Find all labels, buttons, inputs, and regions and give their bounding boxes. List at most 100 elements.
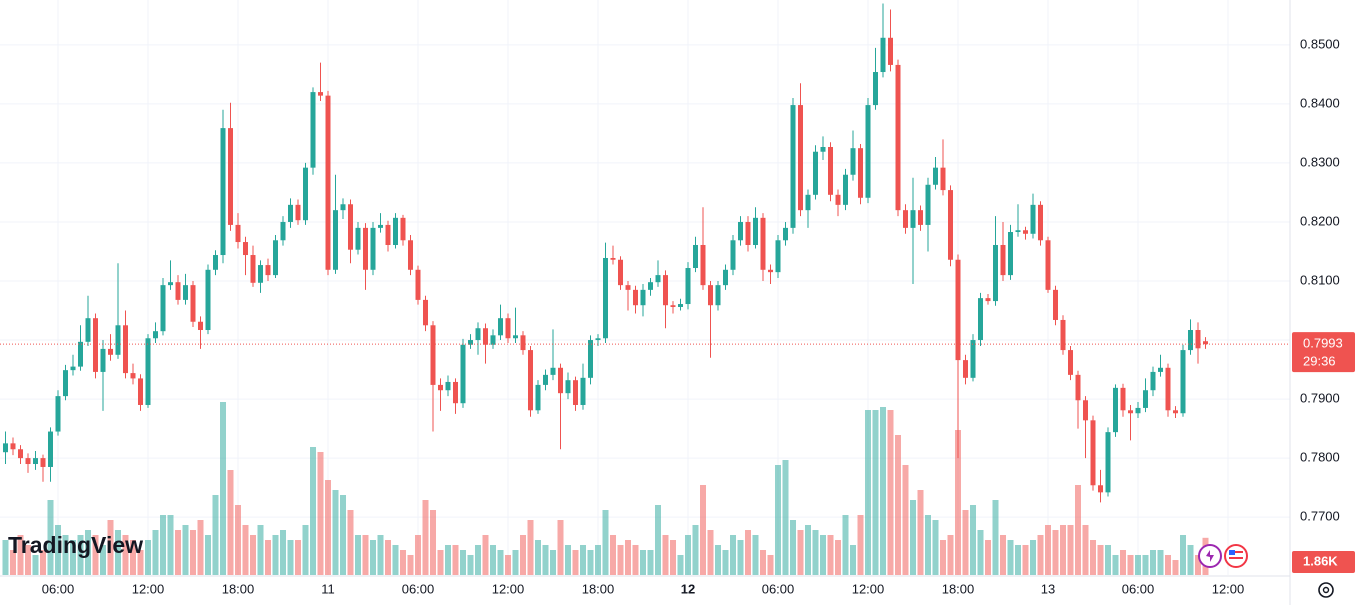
volume-bar: [25, 545, 31, 575]
candle-body: [310, 92, 316, 168]
volume-bar: [325, 480, 331, 575]
settings[interactable]: [1318, 582, 1334, 598]
candle-body: [753, 217, 758, 245]
volume-bar: [77, 535, 84, 575]
volume-bar: [152, 530, 159, 575]
volume-label: 1.86K: [1303, 553, 1338, 568]
candle-body: [610, 257, 616, 260]
candle-body: [85, 318, 91, 342]
volume-bar: [1187, 545, 1194, 575]
candle-body: [655, 275, 661, 283]
candle-body: [415, 269, 421, 300]
candle-body: [648, 282, 653, 290]
volume-bar: [385, 540, 391, 575]
candle-body: [813, 151, 818, 195]
candle-body: [580, 377, 586, 405]
candle-body: [730, 240, 736, 270]
x-tick-label: 06:00: [1122, 581, 1155, 596]
candle-body: [543, 374, 548, 385]
volume-bar: [400, 550, 406, 575]
volume-bar: [242, 525, 249, 575]
volume-bar: [947, 535, 954, 575]
candle-body: [978, 298, 983, 341]
volume-bar: [805, 525, 811, 575]
candle-body: [25, 458, 31, 465]
candle-body: [738, 221, 743, 241]
candle-body: [625, 285, 631, 290]
volume-bar: [595, 545, 601, 575]
volume-bar: [752, 535, 759, 575]
candle-body: [505, 318, 511, 339]
candle-body: [160, 285, 166, 332]
candle-body: [708, 285, 713, 306]
candle-body: [40, 458, 46, 467]
candle-body: [835, 194, 841, 205]
volume-bar: [115, 530, 121, 575]
volume-bar: [182, 525, 189, 575]
volume-bar: [437, 550, 444, 575]
candle-body: [1098, 485, 1103, 493]
candle-body: [453, 381, 458, 404]
candle-body: [213, 255, 218, 270]
x-tick-label: 12:00: [492, 581, 525, 596]
volume-bar: [85, 530, 91, 575]
settings-gear[interactable]: [1318, 582, 1334, 598]
candle-body: [843, 174, 848, 205]
volume-bar: [220, 402, 226, 575]
candle-body: [760, 217, 766, 270]
volume-bar: [392, 545, 399, 575]
volume-bar: [1195, 555, 1201, 575]
volume-bar: [212, 495, 219, 575]
candle-body: [63, 370, 68, 397]
candle-body: [1000, 244, 1006, 276]
volume-bar: [505, 555, 511, 575]
candle-body: [550, 367, 556, 375]
volume-bar: [572, 550, 579, 575]
candle-body: [295, 204, 301, 221]
candle-body: [363, 227, 368, 270]
candle-body: [385, 224, 391, 245]
volume-bar: [955, 430, 961, 575]
volume-bar: [1060, 525, 1066, 575]
volume-bar: [10, 550, 16, 575]
volume-bar: [677, 555, 684, 575]
x-tick-label: 18:00: [942, 581, 975, 596]
candle-body: [48, 431, 53, 467]
candle-body: [1015, 230, 1021, 233]
candle-body: [100, 348, 106, 372]
volume-bar: [617, 545, 624, 575]
volume-bar: [130, 540, 136, 575]
volume-bar: [70, 540, 76, 575]
volume-bar: [445, 545, 451, 575]
volume-bar: [1030, 540, 1036, 575]
volume-bar: [1120, 550, 1126, 575]
volume-bar: [857, 515, 864, 575]
toolbar-icons[interactable]: [1198, 544, 1248, 568]
volume-bar: [55, 525, 61, 575]
candle-body: [1120, 387, 1126, 411]
flag-icon[interactable]: [1224, 544, 1248, 568]
volume-bar: [565, 545, 571, 575]
candle-body: [1045, 240, 1051, 290]
candle-body: [1195, 330, 1201, 349]
volume-bar: [535, 540, 541, 575]
volume-bar: [1007, 540, 1014, 575]
candle-body: [993, 244, 998, 302]
candle-body: [153, 331, 158, 339]
candle-body: [220, 128, 226, 256]
candle-body: [558, 367, 563, 394]
volume-bar: [175, 530, 181, 575]
candle-body: [565, 380, 571, 394]
volume-bar: [452, 545, 459, 575]
volume-bar: [895, 435, 901, 575]
candle-body: [588, 340, 593, 378]
candle-body: [490, 335, 496, 345]
candle-body: [895, 64, 901, 211]
volume-bar: [670, 540, 676, 575]
volume-bar: [32, 555, 39, 575]
candle-body: [850, 148, 856, 175]
candle-body: [663, 275, 668, 306]
volume-bar: [422, 500, 429, 575]
volume-bar: [647, 550, 654, 575]
y-tick-label: 0.8300: [1300, 154, 1340, 169]
